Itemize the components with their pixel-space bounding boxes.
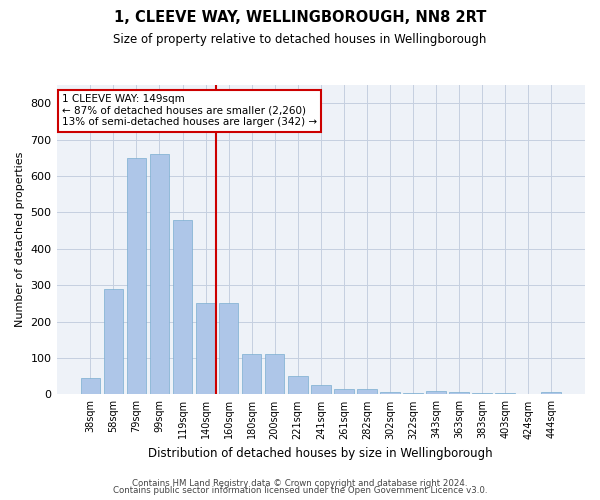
Bar	[80, 378, 100, 394]
Bar	[472, 392, 492, 394]
Bar	[449, 392, 469, 394]
Bar	[288, 376, 308, 394]
Text: Contains HM Land Registry data © Crown copyright and database right 2024.: Contains HM Land Registry data © Crown c…	[132, 478, 468, 488]
Text: 1, CLEEVE WAY, WELLINGBOROUGH, NN8 2RT: 1, CLEEVE WAY, WELLINGBOROUGH, NN8 2RT	[114, 10, 486, 25]
Bar	[380, 392, 400, 394]
Bar	[173, 220, 193, 394]
Bar	[311, 386, 331, 394]
Bar	[403, 392, 423, 394]
Bar	[334, 389, 353, 394]
Bar	[265, 354, 284, 395]
Bar	[541, 392, 561, 394]
Bar	[242, 354, 262, 395]
Bar	[127, 158, 146, 394]
Bar	[196, 304, 215, 394]
Bar	[496, 392, 515, 394]
Bar	[219, 304, 238, 394]
Bar	[426, 391, 446, 394]
Bar	[357, 389, 377, 394]
Bar	[149, 154, 169, 394]
X-axis label: Distribution of detached houses by size in Wellingborough: Distribution of detached houses by size …	[148, 447, 493, 460]
Y-axis label: Number of detached properties: Number of detached properties	[15, 152, 25, 328]
Bar	[104, 289, 123, 395]
Text: Size of property relative to detached houses in Wellingborough: Size of property relative to detached ho…	[113, 32, 487, 46]
Text: 1 CLEEVE WAY: 149sqm
← 87% of detached houses are smaller (2,260)
13% of semi-de: 1 CLEEVE WAY: 149sqm ← 87% of detached h…	[62, 94, 317, 128]
Text: Contains public sector information licensed under the Open Government Licence v3: Contains public sector information licen…	[113, 486, 487, 495]
